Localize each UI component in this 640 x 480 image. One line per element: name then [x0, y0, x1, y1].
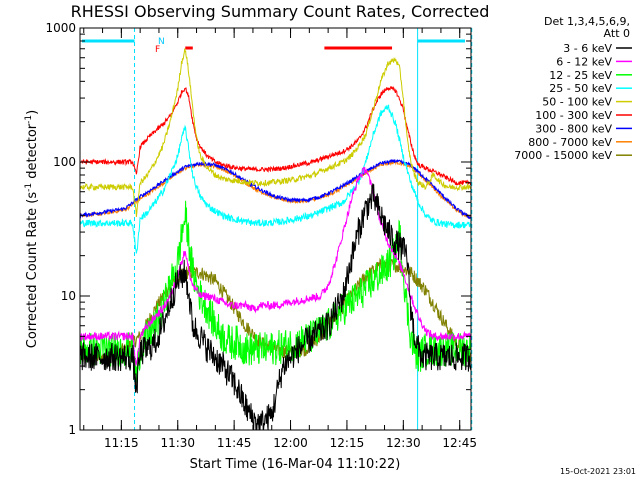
y-tick-label: 100	[53, 155, 76, 169]
x-axis-label: Start Time (16-Mar-04 11:10:22)	[190, 457, 401, 472]
y-tick-label: 1	[68, 423, 76, 437]
legend-label: 50 - 100 keV	[542, 96, 612, 109]
x-tick-label: 11:15	[104, 436, 139, 450]
series-line-12-25-keV	[80, 200, 471, 384]
series-line-6-12-keV	[80, 166, 471, 366]
x-tick-label: 12:45	[442, 436, 477, 450]
series-layer	[80, 48, 471, 430]
x-tick-label: 11:30	[160, 436, 195, 450]
legend-label: 6 - 12 keV	[556, 55, 612, 68]
y-axis-label-mid: detector	[25, 123, 40, 183]
legend-label: 25 - 50 keV	[549, 82, 612, 95]
legend-label: 12 - 25 keV	[549, 69, 612, 82]
legend-header-line1: Det 1,3,4,5,6,9,	[544, 15, 630, 28]
legend-label: 300 - 800 keV	[535, 122, 612, 135]
x-tick-label: 11:45	[217, 436, 252, 450]
y-axis-label: Corrected Count Rate (s-1 detector-1)	[24, 110, 40, 348]
footer-date: 15-Oct-2021 23:01	[560, 467, 636, 476]
y-axis-label-sup2: -1	[24, 115, 34, 124]
x-tick-label: 12:30	[386, 436, 421, 450]
legend-label: 100 - 300 keV	[535, 109, 612, 122]
chart-title: RHESSI Observing Summary Count Rates, Co…	[71, 2, 490, 21]
x-tick-label: 12:00	[273, 436, 308, 450]
y-tick-label: 1000	[45, 21, 76, 35]
legend-label: 800 - 7000 keV	[528, 136, 612, 149]
series-line-25-50-keV	[80, 104, 471, 254]
legend-label: 7000 - 15000 keV	[514, 149, 612, 162]
y-axis-label-main: Corrected Count Rate (s	[25, 192, 40, 349]
y-tick-label: 10	[61, 289, 76, 303]
axis-layer: 1 10 100 1000 11:15 11:30 11:45 12:00 12:15 12:30…	[45, 21, 477, 450]
y-axis-label-end: )	[25, 110, 40, 115]
series-line-50-100-keV	[80, 48, 471, 218]
marker-n: N	[158, 37, 165, 47]
series-line-3-6-keV	[80, 183, 471, 430]
legend-header-line2: Att 0	[604, 27, 630, 40]
y-axis-label-sup1: -1	[24, 183, 34, 192]
x-tick-label: 12:15	[330, 436, 365, 450]
legend-label: 3 - 6 keV	[563, 42, 612, 55]
plot-frame	[79, 27, 472, 431]
marker-f: F	[155, 45, 160, 55]
